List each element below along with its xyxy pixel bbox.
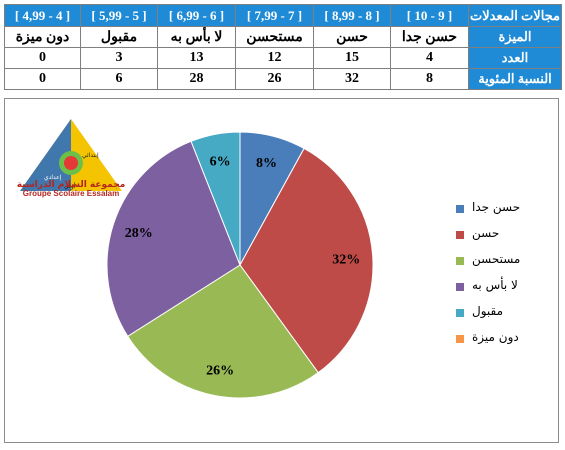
- slice-data-label: 26%: [206, 364, 234, 379]
- slice-data-label: 8%: [256, 156, 277, 171]
- range-cell: [ 10 - 9 ]: [390, 4, 469, 27]
- table-header-row: [ 4,99 - 4 ] [ 5,99 - 5 ] [ 6,99 - 6 ] […: [4, 4, 562, 27]
- legend-item: دون ميزة: [452, 330, 552, 356]
- logo-latin-name: Groupe Scolaire Essalam: [22, 189, 120, 198]
- legend-label: حسن: [472, 226, 500, 240]
- legend-swatch: [456, 231, 464, 239]
- percent-cell: 26: [235, 68, 314, 90]
- table-row: دون ميزة مقبول لا بأس به مستحسن حسن حسن …: [4, 26, 562, 48]
- logo-label-right: إبتدائي: [82, 152, 99, 159]
- legend-label: لا بأس به: [472, 278, 518, 292]
- chart-legend: حسن جدا حسن مستحسن لا بأس به مقبول دون م…: [452, 200, 552, 356]
- slice-data-label: 28%: [125, 226, 153, 241]
- legend-label: دون ميزة: [472, 330, 519, 344]
- stats-table: [ 4,99 - 4 ] [ 5,99 - 5 ] [ 6,99 - 6 ] […: [4, 4, 562, 90]
- legend-item: حسن جدا: [452, 200, 552, 226]
- row-header: مجالات المعدلات: [468, 4, 562, 27]
- range-cell: [ 6,99 - 6 ]: [157, 4, 236, 27]
- range-cell: [ 4,99 - 4 ]: [4, 4, 81, 27]
- pie-slice: [127, 264, 319, 399]
- logo-label-bottom: أولي: [64, 182, 76, 190]
- logo-label-left: إعدادي: [44, 174, 62, 181]
- row-header: العدد: [468, 47, 562, 69]
- pie-slice: [106, 140, 241, 337]
- slice-data-label: 32%: [332, 252, 360, 267]
- pie-slice: [239, 147, 374, 374]
- legend-label: مقبول: [472, 304, 504, 318]
- range-cell: [ 5,99 - 5 ]: [80, 4, 158, 27]
- legend-swatch: [456, 283, 464, 291]
- range-cell: [ 8,99 - 8 ]: [313, 4, 391, 27]
- legend-item: حسن: [452, 226, 552, 252]
- pie-slice: [190, 131, 241, 266]
- slice-data-label: 6%: [210, 154, 231, 169]
- legend-item: لا بأس به: [452, 278, 552, 304]
- percent-cell: 28: [157, 68, 236, 90]
- logo-arabic-name: مجموعة السلام الدراسية: [16, 180, 126, 190]
- row-header: الميزة: [468, 26, 562, 48]
- mention-cell: لا بأس به: [157, 26, 236, 48]
- school-logo-icon: إعدادي إبتدائي أولي: [20, 119, 122, 191]
- percent-cell: 32: [313, 68, 391, 90]
- legend-swatch: [456, 205, 464, 213]
- row-header: النسبة المئوية: [468, 68, 562, 90]
- legend-item: مقبول: [452, 304, 552, 330]
- legend-label: حسن جدا: [472, 200, 521, 214]
- percent-cell: 8: [390, 68, 469, 90]
- legend-label: مستحسن: [472, 252, 521, 266]
- legend-swatch: [456, 257, 464, 265]
- table-row: 0 3 13 12 15 4 العدد: [4, 47, 562, 69]
- legend-swatch: [456, 309, 464, 317]
- table-row: 0 6 28 26 32 8 النسبة المئوية: [4, 68, 562, 90]
- legend-item: مستحسن: [452, 252, 552, 278]
- legend-swatch: [456, 335, 464, 343]
- percent-cell: 6: [80, 68, 158, 90]
